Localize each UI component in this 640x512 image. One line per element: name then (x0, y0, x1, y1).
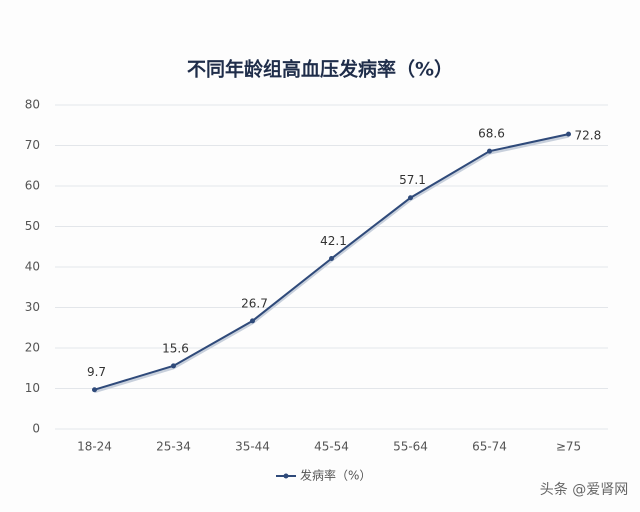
y-tick-label: 50 (25, 219, 40, 233)
y-tick-label: 60 (25, 179, 40, 193)
chart-title: 不同年龄组高血压发病率（%） (187, 58, 453, 81)
y-tick-label: 10 (25, 381, 40, 395)
point (250, 318, 255, 324)
legend-marker (283, 473, 289, 479)
x-tick-label: 25-34 (156, 440, 191, 454)
data-label: 68.6 (478, 127, 505, 141)
point (487, 148, 492, 154)
y-tick-label: 70 (25, 138, 40, 152)
y-tick-label: 40 (25, 260, 40, 274)
point (566, 131, 571, 137)
data-label: 26.7 (241, 296, 268, 310)
point (329, 255, 334, 261)
y-tick-label: 20 (25, 341, 40, 355)
point (92, 387, 97, 393)
watermark: 头条 @爱肾网 (540, 481, 628, 498)
x-tick-label: ≥75 (556, 440, 581, 454)
x-tick-label: 45-54 (314, 440, 349, 454)
point (171, 363, 176, 369)
x-tick-label: 55-64 (393, 440, 428, 454)
x-tick-label: 35-44 (235, 440, 270, 454)
data-label: 57.1 (399, 173, 426, 187)
y-tick-label: 80 (25, 98, 40, 112)
y-tick-label: 30 (25, 300, 40, 314)
legend-label: 发病率（%） (300, 468, 371, 483)
data-label: 42.1 (320, 234, 347, 248)
data-label: 9.7 (87, 365, 106, 379)
x-tick-label: 18-24 (77, 440, 112, 454)
data-label: 72.8 (575, 129, 602, 143)
x-tick-label: 65-74 (472, 440, 507, 454)
point (408, 195, 413, 201)
y-tick-label: 0 (32, 422, 40, 436)
data-label: 15.6 (162, 341, 189, 355)
